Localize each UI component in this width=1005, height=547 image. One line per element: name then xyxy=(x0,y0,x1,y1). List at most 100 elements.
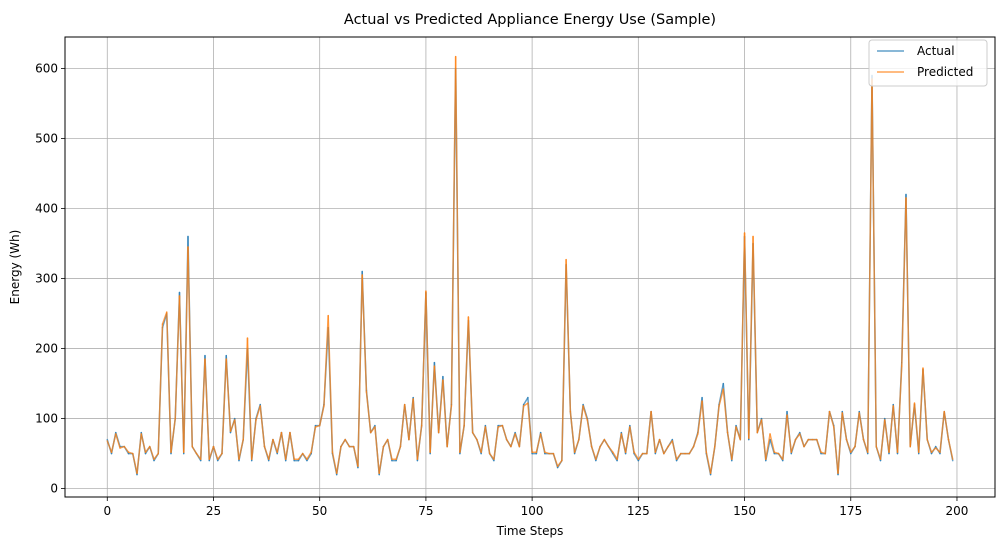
y-tick-label: 200 xyxy=(35,342,58,356)
line-segment-predicted xyxy=(514,433,521,448)
line-segment-predicted xyxy=(884,419,890,453)
line-segment-predicted xyxy=(879,419,886,460)
line-segment-predicted xyxy=(799,433,805,448)
line-segment-actual xyxy=(522,396,529,406)
line-segment-predicted xyxy=(867,78,873,453)
line-segment-predicted xyxy=(199,358,206,460)
line-segment-predicted xyxy=(225,358,232,432)
line-segment-predicted xyxy=(837,412,844,474)
line-segment-predicted xyxy=(735,426,742,441)
line-segment-predicted xyxy=(361,274,368,393)
line-segment-predicted xyxy=(170,417,176,453)
x-tick-label: 75 xyxy=(418,504,433,518)
line-segment-predicted xyxy=(701,400,708,453)
y-tick-label: 600 xyxy=(35,62,58,76)
line-segment-predicted xyxy=(263,445,270,460)
line-segment-predicted xyxy=(828,410,835,428)
y-axis-label: Energy (Wh) xyxy=(8,230,22,305)
line-segment-predicted xyxy=(841,412,848,441)
x-axis-label: Time Steps xyxy=(496,524,564,538)
line-segment-predicted xyxy=(888,405,894,453)
line-segment-predicted xyxy=(442,379,448,448)
line-segment-predicted xyxy=(565,258,572,413)
line-segment-predicted xyxy=(284,431,291,460)
line-segment-predicted xyxy=(595,445,601,460)
line-segment-predicted xyxy=(352,445,359,467)
line-segment-predicted xyxy=(607,445,614,453)
line-segment-predicted xyxy=(250,419,257,460)
x-tick-label: 100 xyxy=(521,504,544,518)
line-segment-predicted xyxy=(149,445,155,460)
line-segment-predicted xyxy=(467,316,474,434)
line-segment-predicted xyxy=(667,440,674,448)
line-segment-predicted xyxy=(369,426,376,434)
line-segment-predicted xyxy=(289,431,295,460)
line-segment-predicted xyxy=(569,410,576,453)
line-segment-predicted xyxy=(905,197,911,448)
line-segment-predicted xyxy=(297,452,304,460)
line-segment-predicted xyxy=(654,438,661,453)
line-segment-predicted xyxy=(603,438,610,448)
x-tick-label: 175 xyxy=(839,504,862,518)
legend: Actual Predicted xyxy=(868,39,988,87)
line-segment-predicted xyxy=(267,438,274,460)
line-segment-predicted xyxy=(875,445,882,460)
x-tick-label: 125 xyxy=(627,504,650,518)
line-segment-predicted xyxy=(646,410,652,455)
line-segment-predicted xyxy=(110,433,117,453)
line-segment-predicted xyxy=(748,235,754,439)
line-segment-predicted xyxy=(769,433,776,453)
line-segment-predicted xyxy=(327,314,334,453)
line-segment-predicted xyxy=(947,438,954,460)
line-segment-predicted xyxy=(204,358,210,460)
line-segment-predicted xyxy=(221,358,227,455)
line-segment-predicted xyxy=(212,445,219,460)
line-segment-predicted xyxy=(272,438,278,453)
x-tick-label: 200 xyxy=(946,504,969,518)
y-tick-label: 0 xyxy=(50,482,58,496)
line-segment-predicted xyxy=(917,367,924,453)
line-segment-predicted xyxy=(450,55,457,407)
line-segment-predicted xyxy=(697,400,703,435)
line-segment-predicted xyxy=(408,398,414,441)
line-segment-predicted xyxy=(395,445,402,460)
line-segment-predicted xyxy=(403,403,410,441)
line-segment-predicted xyxy=(140,433,147,453)
line-segment-predicted xyxy=(930,447,937,453)
legend-label-predicted: Predicted xyxy=(917,65,973,79)
line-segment-predicted xyxy=(161,311,168,325)
series-layer xyxy=(106,55,954,476)
line-segment-predicted xyxy=(816,438,822,453)
line-segment-predicted xyxy=(518,405,525,448)
chart-title: Actual vs Predicted Appliance Energy Use… xyxy=(344,12,716,28)
line-segment-predicted xyxy=(416,424,423,460)
line-segment-predicted xyxy=(463,316,470,427)
line-segment-predicted xyxy=(229,419,236,432)
line-segment-predicted xyxy=(382,438,389,448)
line-segment-predicted xyxy=(934,447,941,453)
line-segment-predicted xyxy=(493,426,499,460)
line-segment-predicted xyxy=(399,403,406,448)
line-segment-predicted xyxy=(357,274,363,467)
line-segment-predicted xyxy=(187,246,193,448)
line-segment-predicted xyxy=(335,445,342,474)
line-segment-predicted xyxy=(599,438,606,448)
legend-label-actual: Actual xyxy=(917,44,955,58)
line-segment-predicted xyxy=(926,438,933,453)
line-segment-predicted xyxy=(144,445,151,453)
line-segment-predicted xyxy=(471,431,478,441)
line-segment-predicted xyxy=(136,433,143,474)
line-segment-predicted xyxy=(629,426,635,453)
line-segment-predicted xyxy=(535,433,542,453)
line-segment-predicted xyxy=(166,311,172,453)
line-segment-predicted xyxy=(425,290,431,453)
line-segment-predicted xyxy=(365,391,372,434)
line-segment-predicted xyxy=(790,438,797,453)
line-segment-predicted xyxy=(612,451,618,460)
line-segment-predicted xyxy=(340,438,346,448)
line-segment-predicted xyxy=(115,433,121,449)
line-segment-predicted xyxy=(331,451,338,474)
line-segment-predicted xyxy=(374,426,380,474)
y-tick-label: 300 xyxy=(35,272,58,286)
line-segment-predicted xyxy=(671,440,678,460)
